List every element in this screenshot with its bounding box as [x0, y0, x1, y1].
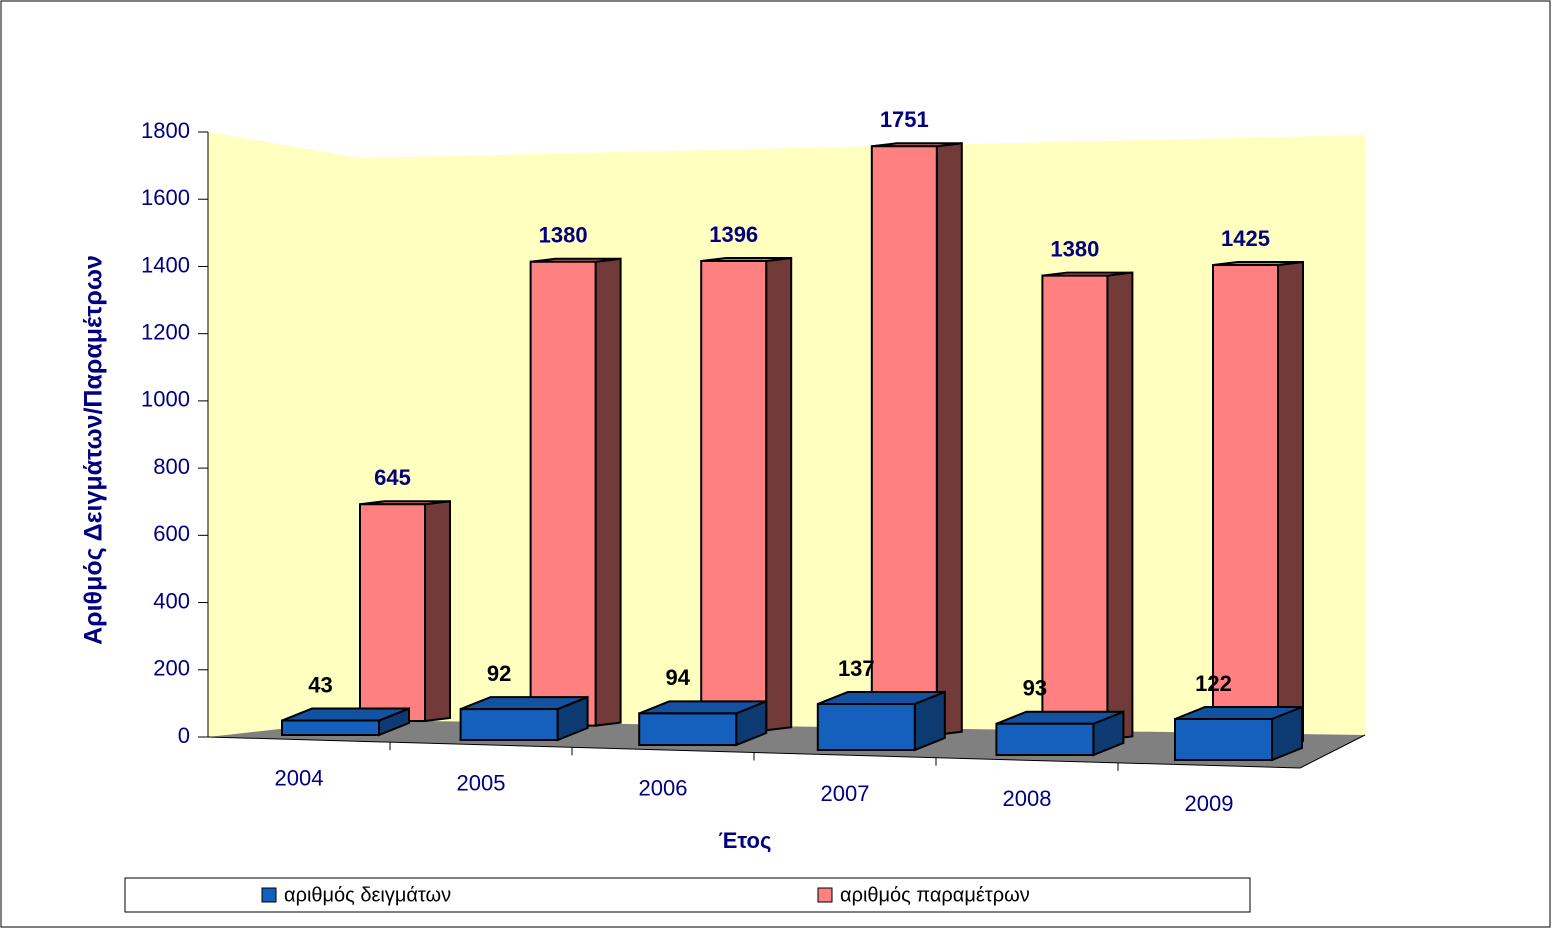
value-label: 645 [374, 465, 411, 490]
bar [459, 695, 589, 742]
bar-face [935, 142, 963, 736]
bar-face [1174, 717, 1273, 761]
value-label: 1380 [539, 223, 588, 248]
bar [1041, 271, 1134, 741]
bar [529, 257, 622, 727]
y-tick-label: 800 [153, 454, 190, 479]
x-tick-label: 2005 [457, 771, 506, 796]
legend-label: αριθμός δειγμάτων [284, 884, 451, 906]
value-label: 1396 [709, 222, 758, 247]
y-axis-title: Αριθμός Δειγμάτων/Παραμέτρων [80, 255, 108, 645]
bar [281, 707, 410, 737]
x-tick-label: 2008 [1003, 786, 1052, 811]
y-tick-label: 400 [153, 588, 190, 613]
value-label: 93 [1023, 676, 1047, 701]
y-tick-label: 1600 [141, 185, 190, 210]
bar [870, 142, 963, 736]
bar-face [1277, 260, 1304, 746]
x-tick-label: 2007 [821, 781, 870, 806]
legend [124, 877, 1251, 913]
y-tick-label: 1800 [141, 118, 190, 143]
x-tick-label: 2009 [1185, 791, 1234, 816]
value-label: 1751 [880, 107, 929, 132]
floor-edge [1299, 734, 1366, 769]
x-tick-label: 2006 [639, 776, 688, 801]
x-tick-label: 2004 [275, 765, 324, 790]
bar-face [870, 145, 938, 736]
y-tick-label: 1000 [141, 387, 190, 412]
x-axis-title: Έτος [719, 828, 772, 853]
bar [1174, 705, 1303, 762]
y-tick-label: 1200 [141, 319, 190, 344]
bar-face [638, 712, 738, 746]
value-label: 1380 [1050, 236, 1099, 261]
legend-swatch [261, 887, 277, 903]
bar-face [995, 722, 1095, 756]
bar-face [281, 719, 380, 736]
y-tick-label: 0 [178, 723, 190, 748]
value-label: 43 [308, 672, 332, 697]
y-tick-label: 600 [153, 521, 190, 546]
bar-face [359, 503, 426, 722]
bar [995, 710, 1125, 757]
bar-face [424, 500, 451, 723]
bar-face [816, 702, 916, 751]
value-label: 94 [665, 665, 690, 690]
bar-face [1041, 274, 1109, 741]
bar [638, 699, 768, 747]
legend-label: αριθμός παραμέτρων [840, 884, 1030, 906]
value-label: 1425 [1221, 226, 1270, 251]
bar [816, 690, 946, 752]
y-tick-label: 1400 [141, 252, 190, 277]
bar-face [594, 257, 622, 727]
value-label: 92 [487, 661, 511, 686]
bar [359, 500, 451, 723]
legend-swatch [817, 887, 833, 903]
value-label: 122 [1195, 671, 1232, 696]
bar-face [765, 256, 793, 732]
bar-face [459, 708, 559, 741]
bar [700, 256, 793, 732]
y-tick-label: 200 [153, 656, 190, 681]
value-label: 137 [838, 656, 875, 681]
bar-face [529, 260, 597, 727]
bar-face [1106, 271, 1134, 741]
bar-face [700, 259, 768, 732]
